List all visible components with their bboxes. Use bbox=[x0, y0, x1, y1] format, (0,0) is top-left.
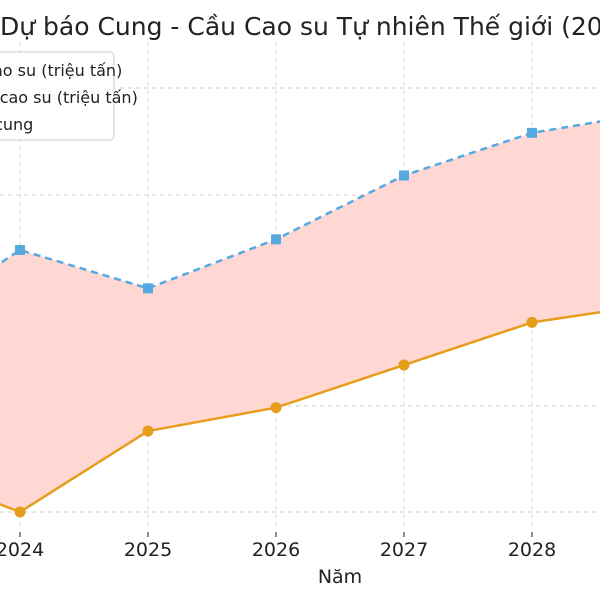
series-layer bbox=[0, 120, 600, 518]
legend-box bbox=[0, 51, 115, 141]
x-tick-label: 2028 bbox=[508, 539, 556, 561]
x-tick-label: 2025 bbox=[124, 539, 172, 561]
demand-point bbox=[271, 234, 281, 245]
supply-point bbox=[142, 425, 154, 437]
supply-point bbox=[526, 316, 538, 328]
legend-demand-label: Cầu cao su (triệu tấn) bbox=[0, 61, 122, 80]
axis-layer: 2024 2025 2026 2027 2028 bbox=[0, 532, 556, 561]
fill-layer bbox=[0, 121, 600, 512]
x-tick-label: 2024 bbox=[0, 539, 44, 561]
demand-point bbox=[143, 283, 153, 294]
x-tick-label: 2026 bbox=[252, 539, 300, 561]
legend: Cầu cao su (triệu tấn) Cung cao su (triệ… bbox=[0, 51, 138, 141]
demand-point bbox=[15, 245, 25, 255]
shortage-fill-area bbox=[0, 121, 600, 512]
x-axis-label: Năm bbox=[318, 566, 362, 588]
demand-point bbox=[399, 170, 409, 181]
supply-point bbox=[14, 506, 26, 518]
supply-point bbox=[270, 402, 282, 414]
chart-title: Dự báo Cung - Cầu Cao su Tự nhiên Thế gi… bbox=[0, 12, 600, 41]
x-tick-label: 2027 bbox=[380, 539, 428, 561]
legend-fill-label: Thiếu hụt cung bbox=[0, 115, 33, 134]
legend-supply-label: Cung cao su (triệu tấn) bbox=[0, 88, 138, 107]
demand-point bbox=[527, 127, 537, 138]
supply-point bbox=[398, 359, 410, 371]
